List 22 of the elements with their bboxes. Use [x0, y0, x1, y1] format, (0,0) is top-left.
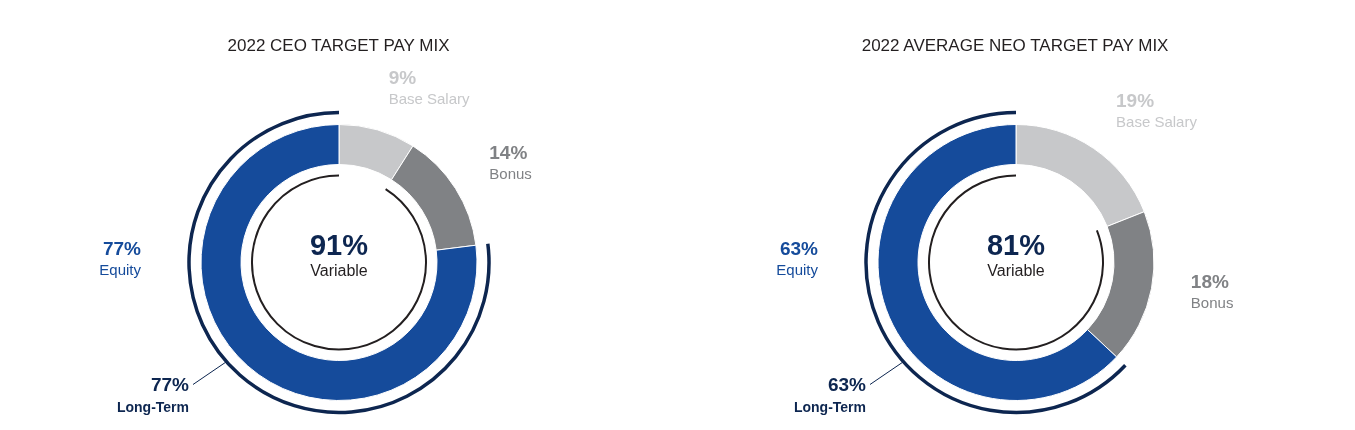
chart-title: 2022 CEO TARGET PAY MIX [227, 36, 450, 55]
slice-label: Base Salary [1116, 113, 1198, 131]
data-label: 63% [779, 237, 819, 259]
data-label: 19% [1116, 90, 1155, 112]
slice-label: Bonus [1190, 293, 1234, 311]
text: 63% [827, 373, 867, 395]
text: Variable [987, 261, 1045, 279]
data-label: 9% [388, 66, 417, 88]
slice-label: Equity [776, 260, 819, 278]
text: 81% [986, 228, 1046, 261]
data-label: 18% [1190, 270, 1229, 292]
slice-label: Base Salary [388, 89, 471, 107]
text: Long-Term [116, 398, 190, 415]
text: Long-Term [793, 398, 867, 415]
data-label: 14% [489, 142, 528, 164]
slice-label: Bonus [489, 165, 532, 183]
text: 91% [309, 228, 369, 261]
slice-label: Equity [99, 260, 142, 278]
data-label: 77% [102, 237, 142, 259]
chart-title: 2022 AVERAGE NEO TARGET PAY MIX [861, 36, 1169, 55]
text: Variable [310, 261, 368, 279]
text: 77% [150, 373, 190, 395]
